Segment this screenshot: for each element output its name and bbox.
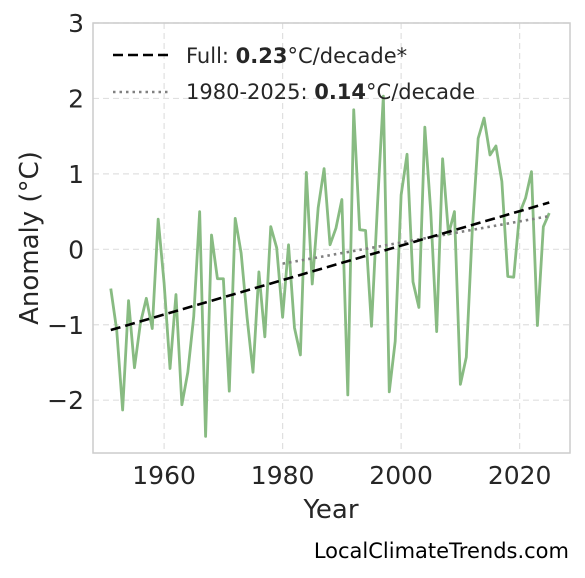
x-tick-label: 2000 — [369, 461, 433, 490]
legend-label-recent-trend: 1980-2025: 0.14°C/decade — [186, 80, 475, 104]
x-tick-label: 1960 — [132, 461, 196, 490]
legend-label-full-trend: Full: 0.23°C/decade* — [186, 44, 407, 68]
y-tick-label: 2 — [68, 84, 84, 113]
x-tick-labels: 1960 1980 2000 2020 — [132, 461, 551, 490]
site-credit: LocalClimateTrends.com — [314, 539, 569, 563]
x-tick-label: 1980 — [251, 461, 315, 490]
y-tick-label: −2 — [47, 386, 84, 415]
plot-frame — [92, 22, 571, 454]
y-tick-label: 1 — [68, 160, 84, 189]
legend: Full: 0.23°C/decade* 1980-2025: 0.14°C/d… — [113, 44, 475, 104]
full-trend-line — [110, 201, 550, 332]
x-axis-label: Year — [302, 495, 358, 525]
y-tick-labels: 3 2 1 0 −1 −2 — [47, 9, 84, 415]
grid-lines — [93, 22, 570, 453]
y-tick-label: 3 — [68, 9, 84, 38]
series-layer — [109, 94, 551, 438]
y-tick-label: −1 — [47, 311, 84, 340]
x-tick-label: 2020 — [488, 461, 552, 490]
anomaly-series-line — [109, 94, 551, 438]
y-axis-label: Anomaly (°C) — [15, 151, 45, 325]
y-tick-label: 0 — [68, 235, 84, 264]
